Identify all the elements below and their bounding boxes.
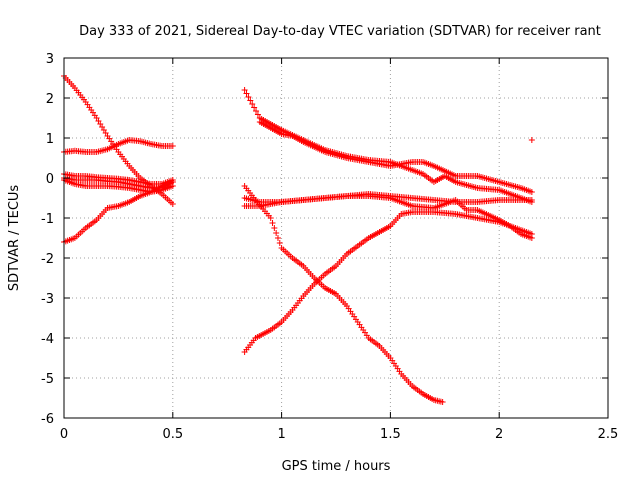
data-point [276,240,283,246]
data-point [273,230,280,236]
x-tick-label: 1 [277,427,285,442]
grid-lines [64,58,608,418]
data-markers [61,73,535,405]
data-point [169,201,176,207]
series-arc-f [61,179,176,245]
y-tick-label: -1 [41,212,54,227]
series-arc-j [241,183,446,405]
data-point [254,111,261,118]
data-point [253,108,260,114]
x-tick-label: 0 [60,427,68,442]
x-tick-label: 1.5 [380,427,401,442]
y-tick-label: -2 [41,252,54,267]
x-tick-labels: 0 0.5 1 1.5 2 2.5 [60,427,618,442]
y-axis-label: SDTVAR / TECUs [7,185,22,292]
y-tick-label: 3 [46,52,54,67]
data-point [528,197,535,203]
chart-title: Day 333 of 2021, Sidereal Day-to-day VTE… [79,24,601,39]
data-point [169,179,176,185]
series-arc-l [241,193,535,241]
data-point [169,143,176,149]
series-arc-b [61,137,176,155]
data-point [528,189,535,195]
x-tick-label: 0.5 [162,427,183,442]
data-point [267,215,274,221]
y-tick-label: 1 [46,132,54,147]
data-point [271,225,278,231]
data-point [251,104,258,111]
x-axis-label: GPS time / hours [282,459,391,474]
y-tick-label: 0 [46,172,54,187]
y-tick-label: -6 [41,412,54,427]
data-point [269,220,276,226]
axis-ticks [63,57,609,419]
data-point [528,235,535,241]
data-point [241,87,248,93]
x-tick-label: 2.5 [598,427,619,442]
series-arc-k [241,209,535,355]
data-point [243,90,250,97]
y-tick-labels: -6 -5 -4 -3 -2 -1 0 1 2 3 [41,52,54,427]
x-tick-label: 2 [495,427,503,442]
data-point [439,399,446,405]
y-tick-label: 2 [46,92,54,107]
data-point [245,94,252,100]
y-tick-label: -4 [41,332,54,347]
series-arc-h [256,119,535,195]
data-point [274,235,281,241]
data-point [247,97,254,104]
y-tick-label: -5 [41,372,54,387]
plot-frame [63,57,609,419]
data-point [249,101,256,107]
series-arc-g [241,87,535,205]
y-tick-label: -3 [41,292,54,307]
data-point [528,137,535,143]
